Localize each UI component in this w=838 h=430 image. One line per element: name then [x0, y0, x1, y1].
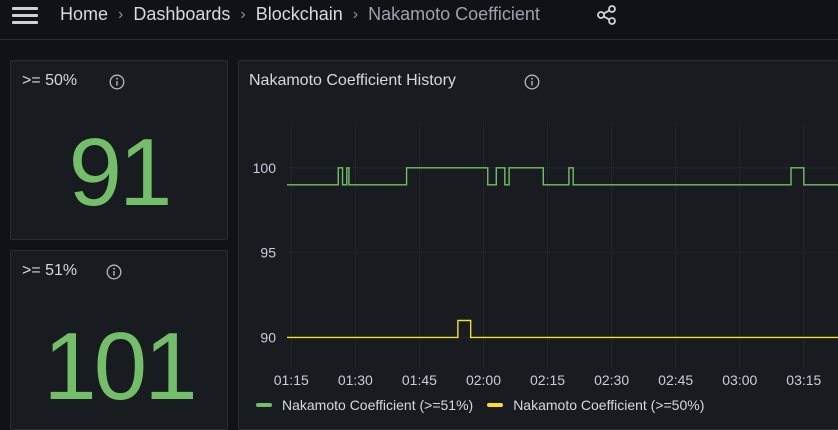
y-tick-label: 90	[260, 329, 276, 345]
breadcrumb-blockchain[interactable]: Blockchain	[255, 4, 343, 24]
stat-panel-51[interactable]: >= 51% 101	[10, 250, 228, 430]
panel-title: >= 51%	[22, 262, 78, 279]
chevron-right-icon: ›	[118, 5, 124, 23]
share-icon[interactable]	[596, 4, 618, 26]
top-navigation-bar: Home › Dashboards › Blockchain › Nakamot…	[0, 0, 838, 40]
panel-title: Nakamoto Coefficient History	[249, 72, 456, 89]
chevron-right-icon: ›	[352, 5, 359, 23]
x-tick-label: 03:15	[786, 372, 821, 388]
legend-label: Nakamoto Coefficient (>=50%)	[513, 397, 705, 413]
legend-swatch	[487, 403, 504, 407]
stat-value: 91	[68, 119, 173, 226]
x-tick-label: 03:00	[722, 372, 757, 388]
x-tick-label: 01:45	[402, 372, 437, 388]
x-tick-label: 02:30	[594, 372, 629, 388]
x-tick-label: 01:30	[338, 372, 373, 388]
chart-legend: Nakamoto Coefficient (>=51%) Nakamoto Co…	[256, 397, 718, 413]
chevron-right-icon: ›	[240, 5, 246, 23]
x-tick-label: 02:15	[530, 372, 565, 388]
info-icon[interactable]	[106, 264, 122, 280]
y-tick-label: 95	[260, 245, 276, 261]
history-chart-panel[interactable]: Nakamoto Coefficient History	[238, 60, 838, 430]
info-icon[interactable]	[109, 74, 125, 90]
stat-panel-50[interactable]: >= 50% 91	[10, 60, 228, 240]
breadcrumb: Home › Dashboards › Blockchain › Nakamot…	[60, 4, 540, 25]
breadcrumb-home[interactable]: Home	[60, 4, 109, 24]
series-line-1	[287, 319, 838, 339]
panel-title: >= 50%	[22, 72, 78, 89]
series-line-0	[287, 167, 838, 186]
x-tick-label: 02:45	[658, 372, 693, 388]
legend-label: Nakamoto Coefficient (>=51%)	[282, 397, 474, 413]
y-tick-label: 100	[253, 160, 277, 176]
breadcrumb-current-page: Nakamoto Coefficient	[368, 4, 540, 24]
stat-value: 101	[43, 313, 197, 420]
info-icon[interactable]	[524, 74, 540, 90]
legend-item-50[interactable]: Nakamoto Coefficient (>=50%)	[487, 397, 704, 413]
x-tick-label: 01:15	[274, 372, 309, 388]
legend-item-51[interactable]: Nakamoto Coefficient (>=51%)	[256, 397, 473, 413]
breadcrumb-dashboards[interactable]: Dashboards	[133, 4, 231, 24]
legend-swatch	[256, 403, 272, 407]
history-chart: 01:15 01:30 01:45 02:00 02:15 02:30 02:45 03:00…	[253, 122, 838, 388]
x-tick-label: 02:00	[466, 372, 501, 388]
menu-icon[interactable]	[12, 7, 38, 25]
